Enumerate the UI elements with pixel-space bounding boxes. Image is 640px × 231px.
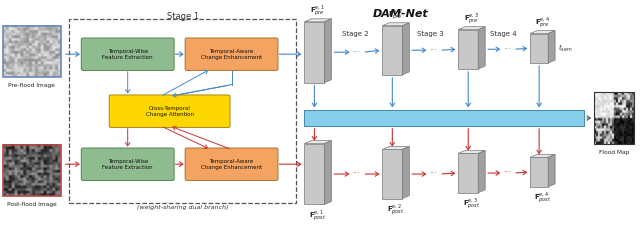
Text: Temporal-Wise
Feature Extraction: Temporal-Wise Feature Extraction xyxy=(102,159,153,170)
Text: Post-flood Image: Post-flood Image xyxy=(7,202,57,207)
FancyBboxPatch shape xyxy=(185,148,278,180)
Text: Flood Map: Flood Map xyxy=(599,150,629,155)
Polygon shape xyxy=(324,19,332,83)
Text: Cross-Temporal
Change Attention: Cross-Temporal Change Attention xyxy=(145,106,194,117)
Polygon shape xyxy=(305,19,332,22)
Text: $\mathbf{F}_{post}^{e,4}$: $\mathbf{F}_{post}^{e,4}$ xyxy=(534,191,552,206)
Text: Temporal-Differential Fusion: Temporal-Differential Fusion xyxy=(390,113,499,122)
Polygon shape xyxy=(305,22,324,83)
Polygon shape xyxy=(548,31,555,63)
FancyBboxPatch shape xyxy=(81,38,174,70)
Polygon shape xyxy=(478,150,485,193)
FancyBboxPatch shape xyxy=(305,110,584,126)
Text: Stage 2: Stage 2 xyxy=(342,30,369,36)
FancyBboxPatch shape xyxy=(185,38,278,70)
FancyBboxPatch shape xyxy=(109,95,230,127)
Text: $\mathit{t}_{sem}$: $\mathit{t}_{sem}$ xyxy=(558,43,573,54)
Text: Stage 4: Stage 4 xyxy=(490,30,516,36)
Polygon shape xyxy=(530,154,555,157)
FancyBboxPatch shape xyxy=(81,148,174,180)
Text: $\mathbf{F}_{pre}^{e,2}$: $\mathbf{F}_{pre}^{e,2}$ xyxy=(388,7,403,22)
Polygon shape xyxy=(530,33,548,63)
Text: ···: ··· xyxy=(353,48,360,57)
Polygon shape xyxy=(458,153,478,193)
Text: Temporal-Aware
Change Enhancement: Temporal-Aware Change Enhancement xyxy=(201,49,262,60)
Text: Temporal-Aware
Change Enhancement: Temporal-Aware Change Enhancement xyxy=(201,159,262,170)
Text: (weight-sharing dual branch): (weight-sharing dual branch) xyxy=(137,205,228,210)
Polygon shape xyxy=(305,141,332,144)
Text: Stage 1: Stage 1 xyxy=(166,12,198,21)
Text: $\mathbf{F}_{post}^{e,1}$: $\mathbf{F}_{post}^{e,1}$ xyxy=(309,208,326,224)
Polygon shape xyxy=(382,23,410,26)
Text: $\mathbf{F}_{pre}^{e,4}$: $\mathbf{F}_{pre}^{e,4}$ xyxy=(535,15,550,30)
Polygon shape xyxy=(324,141,332,204)
Polygon shape xyxy=(458,150,485,153)
Text: ···: ··· xyxy=(503,45,511,54)
Text: $\mathbf{F}_{pre}^{e,3}$: $\mathbf{F}_{pre}^{e,3}$ xyxy=(464,11,479,26)
Polygon shape xyxy=(382,146,410,149)
Text: ···: ··· xyxy=(353,170,360,179)
Text: $\mathbf{F}_{post}^{e,2}$: $\mathbf{F}_{post}^{e,2}$ xyxy=(387,203,404,218)
Polygon shape xyxy=(458,27,485,30)
Text: Pre-flood Image: Pre-flood Image xyxy=(8,83,55,88)
Polygon shape xyxy=(458,30,478,69)
Text: Stage 3: Stage 3 xyxy=(417,30,444,36)
Polygon shape xyxy=(382,149,403,199)
Text: ···: ··· xyxy=(429,170,437,179)
Polygon shape xyxy=(305,144,324,204)
Text: $\mathbf{F}_{post}^{e,3}$: $\mathbf{F}_{post}^{e,3}$ xyxy=(463,197,481,212)
Polygon shape xyxy=(548,154,555,187)
Polygon shape xyxy=(530,157,548,187)
Polygon shape xyxy=(382,26,403,75)
Text: ···: ··· xyxy=(429,46,437,55)
Polygon shape xyxy=(478,27,485,69)
Polygon shape xyxy=(403,146,410,199)
Text: $\mathbf{F}_{pre}^{e,1}$: $\mathbf{F}_{pre}^{e,1}$ xyxy=(310,3,325,18)
Text: Temporal-Wise
Feature Extraction: Temporal-Wise Feature Extraction xyxy=(102,49,153,60)
Polygon shape xyxy=(403,23,410,75)
Polygon shape xyxy=(530,31,555,33)
Text: ···: ··· xyxy=(503,169,511,178)
Text: DAM-Net: DAM-Net xyxy=(372,9,428,19)
